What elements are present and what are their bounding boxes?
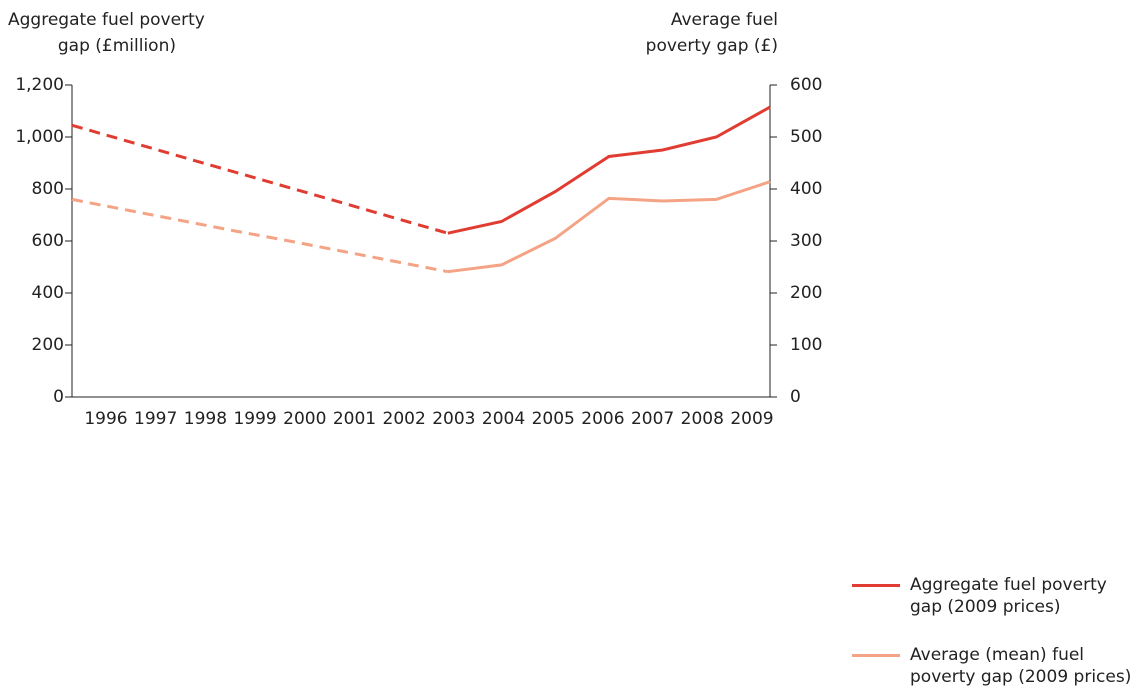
x-tick-label: 2004 [482,409,525,429]
line-dashed [71,197,449,274]
x-tick-label: 2002 [383,409,426,429]
legend-swatch [852,584,900,587]
legend-label: Average (mean) fuel poverty gap (2009 pr… [910,645,1132,687]
y-axis-title: gap (£million) [58,36,176,56]
y-tick-label: 400 [32,283,64,303]
y2-tick-label: 500 [790,127,822,147]
y-tick-label: 800 [32,179,64,199]
y2-tick-label: 300 [790,231,822,251]
y2-tick-label: 400 [790,179,822,199]
x-tick-label: 2006 [581,409,624,429]
line [447,105,771,235]
y2-tick-label: 100 [790,335,822,355]
chart: Aggregate fuel poverty gap (£million) Aver… [8,10,1131,687]
line [447,180,771,274]
y-tick-label: 1,200 [15,75,64,95]
legend-swatch [852,654,900,657]
x-tick-label: 2009 [730,409,773,429]
legend-label: Aggregate fuel poverty gap (2009 prices) [910,575,1107,617]
x-tick-label: 1997 [134,409,177,429]
x-tick-label: 2000 [283,409,326,429]
x-tick-label: 1999 [233,409,276,429]
legend-item: Average (mean) fuel poverty gap (2009 pr… [852,644,1142,688]
y-tick-label: 600 [32,231,64,251]
x-tick-label: 2008 [681,409,724,429]
y2-axis-title: Average fuel [671,10,778,30]
x-tick-label: 1998 [184,409,227,429]
x-tick-label: 2003 [432,409,475,429]
y-axis-title: Aggregate fuel poverty [8,10,205,30]
y-tick-label: 0 [53,387,64,407]
legend-item: Aggregate fuel poverty gap (2009 prices) [852,574,1142,618]
line-dashed [71,123,449,235]
y-tick-label: 200 [32,335,64,355]
chart-svg: Aggregate fuel poverty gap (£million) Aver… [8,10,822,429]
y2-axis-title: poverty gap (£) [646,36,778,56]
x-tick-label: 2005 [532,409,575,429]
y-tick-label: 1,000 [15,127,64,147]
y2-tick-label: 200 [790,283,822,303]
x-tick-label: 2007 [631,409,674,429]
y2-tick-label: 600 [790,75,822,95]
x-tick-label: 1996 [84,409,127,429]
y2-tick-label: 0 [790,387,801,407]
x-tick-label: 2001 [333,409,376,429]
